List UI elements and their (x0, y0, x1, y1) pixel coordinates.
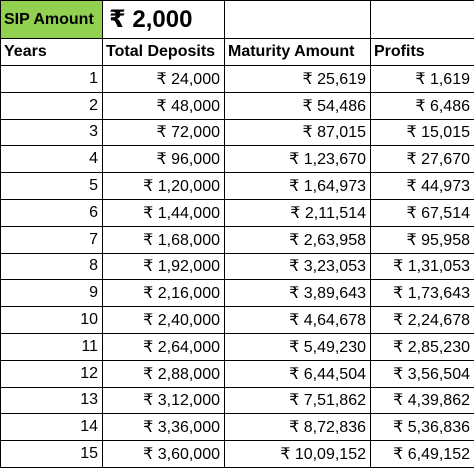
profits-cell[interactable]: ₹ 2,85,230 (371, 333, 474, 360)
table-row: 14₹ 3,36,000₹ 8,72,836₹ 5,36,836 (1, 414, 474, 441)
total-deposits-cell[interactable]: ₹ 1,68,000 (103, 226, 225, 253)
profits-cell[interactable]: ₹ 1,73,643 (371, 280, 474, 307)
total-deposits-cell[interactable]: ₹ 96,000 (103, 146, 225, 173)
year-cell[interactable]: 1 (1, 66, 103, 93)
table-row: 11₹ 2,64,000₹ 5,49,230₹ 2,85,230 (1, 333, 474, 360)
table-row: 8₹ 1,92,000₹ 3,23,053₹ 1,31,053 (1, 253, 474, 280)
table-row: 2₹ 48,000₹ 54,486₹ 6,486 (1, 92, 474, 119)
maturity-amount-cell[interactable]: ₹ 3,89,643 (225, 280, 371, 307)
header-row: Years Total Deposits Maturity Amount Pro… (1, 39, 474, 66)
total-deposits-cell[interactable]: ₹ 2,88,000 (103, 360, 225, 387)
total-deposits-cell[interactable]: ₹ 48,000 (103, 92, 225, 119)
profits-cell[interactable]: ₹ 2,24,678 (371, 307, 474, 334)
sip-amount-row: SIP Amount ₹ 2,000 (1, 1, 474, 39)
total-deposits-cell[interactable]: ₹ 3,12,000 (103, 387, 225, 414)
maturity-amount-cell[interactable]: ₹ 8,72,836 (225, 414, 371, 441)
profits-cell[interactable]: ₹ 6,486 (371, 92, 474, 119)
profits-cell[interactable]: ₹ 6,49,152 (371, 441, 474, 468)
year-cell[interactable]: 3 (1, 119, 103, 146)
total-deposits-cell[interactable]: ₹ 24,000 (103, 66, 225, 93)
maturity-amount-cell[interactable]: ₹ 54,486 (225, 92, 371, 119)
year-cell[interactable]: 4 (1, 146, 103, 173)
year-cell[interactable]: 2 (1, 92, 103, 119)
header-years[interactable]: Years (1, 39, 103, 66)
maturity-amount-cell[interactable]: ₹ 6,44,504 (225, 360, 371, 387)
year-cell[interactable]: 10 (1, 307, 103, 334)
maturity-amount-cell[interactable]: ₹ 2,63,958 (225, 226, 371, 253)
table-row: 13₹ 3,12,000₹ 7,51,862₹ 4,39,862 (1, 387, 474, 414)
table-row: 15₹ 3,60,000₹ 10,09,152₹ 6,49,152 (1, 441, 474, 468)
table-row: 9₹ 2,16,000₹ 3,89,643₹ 1,73,643 (1, 280, 474, 307)
table-row: 10₹ 2,40,000₹ 4,64,678₹ 2,24,678 (1, 307, 474, 334)
maturity-amount-cell[interactable]: ₹ 2,11,514 (225, 199, 371, 226)
year-cell[interactable]: 12 (1, 360, 103, 387)
maturity-amount-cell[interactable]: ₹ 10,09,152 (225, 441, 371, 468)
total-deposits-cell[interactable]: ₹ 1,44,000 (103, 199, 225, 226)
total-deposits-cell[interactable]: ₹ 2,16,000 (103, 280, 225, 307)
profits-cell[interactable]: ₹ 67,514 (371, 199, 474, 226)
maturity-amount-cell[interactable]: ₹ 3,23,053 (225, 253, 371, 280)
table-row: 1₹ 24,000₹ 25,619₹ 1,619 (1, 66, 474, 93)
header-maturity-amount[interactable]: Maturity Amount (225, 39, 371, 66)
table-row: 6₹ 1,44,000₹ 2,11,514₹ 67,514 (1, 199, 474, 226)
maturity-amount-cell[interactable]: ₹ 25,619 (225, 66, 371, 93)
profits-cell[interactable]: ₹ 5,36,836 (371, 414, 474, 441)
total-deposits-cell[interactable]: ₹ 2,64,000 (103, 333, 225, 360)
profits-cell[interactable]: ₹ 95,958 (371, 226, 474, 253)
empty-cell[interactable] (225, 1, 371, 39)
sip-amount-label[interactable]: SIP Amount (1, 1, 103, 39)
total-deposits-cell[interactable]: ₹ 3,60,000 (103, 441, 225, 468)
year-cell[interactable]: 14 (1, 414, 103, 441)
total-deposits-cell[interactable]: ₹ 72,000 (103, 119, 225, 146)
profits-cell[interactable]: ₹ 27,670 (371, 146, 474, 173)
profits-cell[interactable]: ₹ 44,973 (371, 173, 474, 200)
year-cell[interactable]: 9 (1, 280, 103, 307)
table-row: 3₹ 72,000₹ 87,015₹ 15,015 (1, 119, 474, 146)
profits-cell[interactable]: ₹ 15,015 (371, 119, 474, 146)
total-deposits-cell[interactable]: ₹ 3,36,000 (103, 414, 225, 441)
year-cell[interactable]: 6 (1, 199, 103, 226)
maturity-amount-cell[interactable]: ₹ 4,64,678 (225, 307, 371, 334)
profits-cell[interactable]: ₹ 1,619 (371, 66, 474, 93)
maturity-amount-cell[interactable]: ₹ 1,23,670 (225, 146, 371, 173)
year-cell[interactable]: 7 (1, 226, 103, 253)
year-cell[interactable]: 11 (1, 333, 103, 360)
maturity-amount-cell[interactable]: ₹ 87,015 (225, 119, 371, 146)
total-deposits-cell[interactable]: ₹ 1,20,000 (103, 173, 225, 200)
header-total-deposits[interactable]: Total Deposits (103, 39, 225, 66)
sip-amount-value[interactable]: ₹ 2,000 (103, 1, 225, 39)
profits-cell[interactable]: ₹ 4,39,862 (371, 387, 474, 414)
empty-cell[interactable] (371, 1, 474, 39)
profits-cell[interactable]: ₹ 1,31,053 (371, 253, 474, 280)
total-deposits-cell[interactable]: ₹ 2,40,000 (103, 307, 225, 334)
total-deposits-cell[interactable]: ₹ 1,92,000 (103, 253, 225, 280)
maturity-amount-cell[interactable]: ₹ 7,51,862 (225, 387, 371, 414)
year-cell[interactable]: 8 (1, 253, 103, 280)
header-profits[interactable]: Profits (371, 39, 474, 66)
table-row: 12₹ 2,88,000₹ 6,44,504₹ 3,56,504 (1, 360, 474, 387)
table-row: 5₹ 1,20,000₹ 1,64,973₹ 44,973 (1, 173, 474, 200)
year-cell[interactable]: 13 (1, 387, 103, 414)
maturity-amount-cell[interactable]: ₹ 1,64,973 (225, 173, 371, 200)
table-row: 4₹ 96,000₹ 1,23,670₹ 27,670 (1, 146, 474, 173)
year-cell[interactable]: 15 (1, 441, 103, 468)
profits-cell[interactable]: ₹ 3,56,504 (371, 360, 474, 387)
maturity-amount-cell[interactable]: ₹ 5,49,230 (225, 333, 371, 360)
table-row: 7₹ 1,68,000₹ 2,63,958₹ 95,958 (1, 226, 474, 253)
year-cell[interactable]: 5 (1, 173, 103, 200)
